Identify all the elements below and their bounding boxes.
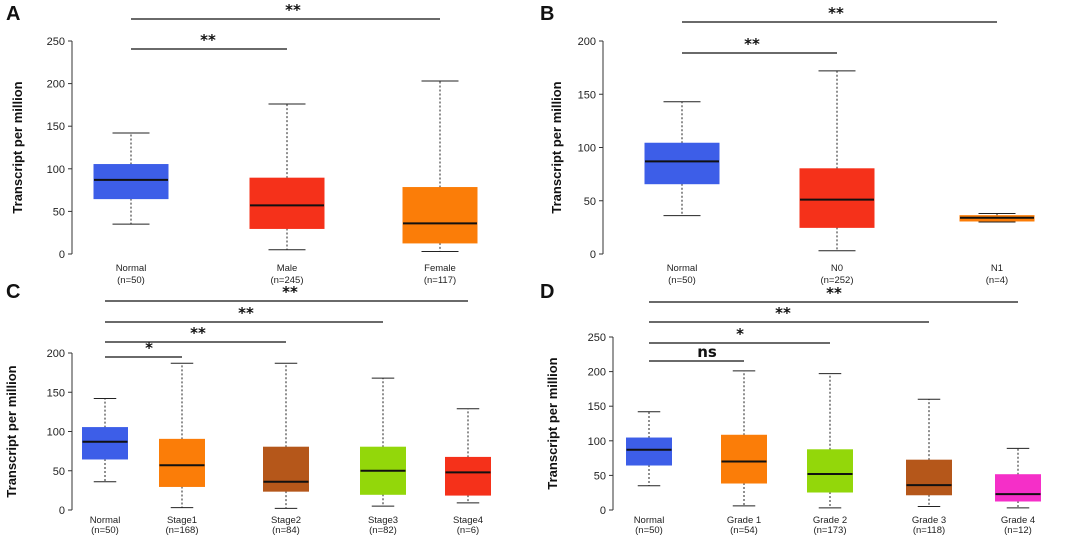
panel-d-ytick-label-250: 250 (588, 332, 606, 344)
panel-d-grade-2-box (807, 449, 853, 493)
panel-d-ytick-label-150: 150 (588, 401, 606, 413)
panel-c-stage1-n-label: (n=168) (165, 525, 198, 536)
panel-d-grade-1-n-label: (n=54) (730, 525, 758, 536)
panel-b-n0-box (799, 168, 875, 228)
panel-b-ytick-label-100: 100 (578, 143, 596, 155)
panel-b-significance-label-1: ** (744, 35, 760, 53)
panel-d-y-axis-label: Transcript per million (545, 357, 560, 489)
panel-d-grade-3-category-label: Grade 3 (912, 515, 946, 526)
panel-a-significance-label-1: ** (200, 31, 216, 49)
panel-a-female-category-label: Female (424, 263, 456, 274)
panel-a-normal-category-label: Normal (116, 263, 147, 274)
panel-c-significance-label-2: ** (190, 324, 206, 342)
panel-b-y-axis-label: Transcript per million (549, 81, 564, 213)
panel-d-significance-label-2: * (736, 325, 744, 343)
panel-c-stage4-category-label: Stage4 (453, 515, 483, 526)
panel-a-ytick-label-250: 250 (47, 36, 65, 48)
panel-a-letter: A (6, 3, 20, 25)
panel-c-significance-label-3: ** (238, 304, 254, 322)
panel-c-stage2-category-label: Stage2 (271, 515, 301, 526)
panel-a-y-axis-label: Transcript per million (10, 81, 25, 213)
panel-b-normal-n-label: (n=50) (668, 275, 696, 286)
panel-d-grade-1-box (721, 434, 767, 484)
panel-b-significance-label-2: ** (828, 4, 844, 22)
panel-a-male-category-label: Male (277, 263, 298, 274)
panel-b-ytick-label-50: 50 (584, 196, 596, 208)
panel-d-grade-4-box (995, 474, 1041, 502)
panel-d-ytick-label-50: 50 (594, 470, 606, 482)
panel-a-ytick-label-50: 50 (53, 206, 65, 218)
panel-d-grade-2-n-label: (n=173) (813, 525, 846, 536)
panel-c-ytick-label-100: 100 (47, 427, 65, 439)
panel-c-y-axis-label: Transcript per million (4, 365, 19, 497)
panel-d-grade-4-category-label: Grade 4 (1001, 515, 1035, 526)
panel-a-female-n-label: (n=117) (424, 275, 456, 286)
panel-a-ytick-label-200: 200 (47, 79, 65, 91)
panel-c-stage2-n-label: (n=84) (272, 525, 300, 536)
panel-a-significance-label-2: ** (285, 1, 301, 19)
panel-d-ytick-label-200: 200 (588, 367, 606, 379)
panel-d-letter: D (540, 281, 554, 303)
panel-d-significance-label-3: ** (775, 304, 791, 322)
panel-b-n1-category-label: N1 (991, 263, 1003, 274)
panel-c-letter: C (6, 281, 20, 303)
panel-a-ytick-label-0: 0 (59, 249, 65, 261)
panel-c-normal-n-label: (n=50) (91, 525, 119, 536)
panel-d-significance-label-1: ns (697, 343, 717, 361)
panel-c-stage2-box (263, 446, 309, 492)
panel-c-stage1-box (159, 438, 205, 487)
panel-b-normal-box (644, 142, 720, 185)
panel-c-stage4-n-label: (n=6) (457, 525, 479, 536)
panel-c-ytick-label-150: 150 (47, 387, 65, 399)
panel-b-normal-category-label: Normal (667, 263, 698, 274)
panel-b-ytick-label-200: 200 (578, 36, 596, 48)
panel-b-n0-n-label: (n=252) (820, 275, 853, 286)
panel-b-ytick-label-150: 150 (578, 89, 596, 101)
panel-d-normal-category-label: Normal (634, 515, 665, 526)
panel-d-ytick-label-100: 100 (588, 436, 606, 448)
panel-c-ytick-label-200: 200 (47, 348, 65, 360)
panel-b-n1-n-label: (n=4) (986, 275, 1008, 286)
panel-d-ytick-label-0: 0 (600, 505, 606, 517)
panel-d-significance-label-4: ** (826, 284, 842, 302)
panel-c-stage3-n-label: (n=82) (369, 525, 397, 536)
panel-b-letter: B (540, 3, 554, 25)
panel-d-grade-3-n-label: (n=118) (913, 525, 945, 536)
panel-c-normal-box (82, 427, 128, 460)
panel-c-stage3-category-label: Stage3 (368, 515, 398, 526)
panel-d-grade-4-n-label: (n=12) (1004, 525, 1032, 536)
panel-d-grade-2-category-label: Grade 2 (813, 515, 847, 526)
panel-c-significance-label-1: * (145, 339, 153, 357)
panel-c-normal-category-label: Normal (90, 515, 121, 526)
panel-b-n0-category-label: N0 (831, 263, 843, 274)
panel-a-normal-box (93, 164, 169, 200)
panel-a-ytick-label-150: 150 (47, 121, 65, 133)
panel-a-ytick-label-100: 100 (47, 164, 65, 176)
panel-a-male-n-label: (n=245) (270, 275, 303, 286)
panel-a-male-box (249, 177, 325, 229)
panel-c-significance-label-4: ** (282, 283, 298, 301)
panel-c-ytick-label-0: 0 (59, 505, 65, 517)
panel-a-normal-n-label: (n=50) (117, 275, 145, 286)
panel-d-grade-1-category-label: Grade 1 (727, 515, 761, 526)
panel-c-stage4-box (445, 456, 491, 496)
panel-d-normal-n-label: (n=50) (635, 525, 663, 536)
panel-b-ytick-label-0: 0 (590, 249, 596, 261)
panel-c-ytick-label-50: 50 (53, 466, 65, 478)
panel-c-stage1-category-label: Stage1 (167, 515, 197, 526)
panel-d-grade-3-box (906, 459, 952, 496)
panel-d-normal-box (626, 437, 672, 466)
panel-a-female-box (402, 187, 478, 244)
